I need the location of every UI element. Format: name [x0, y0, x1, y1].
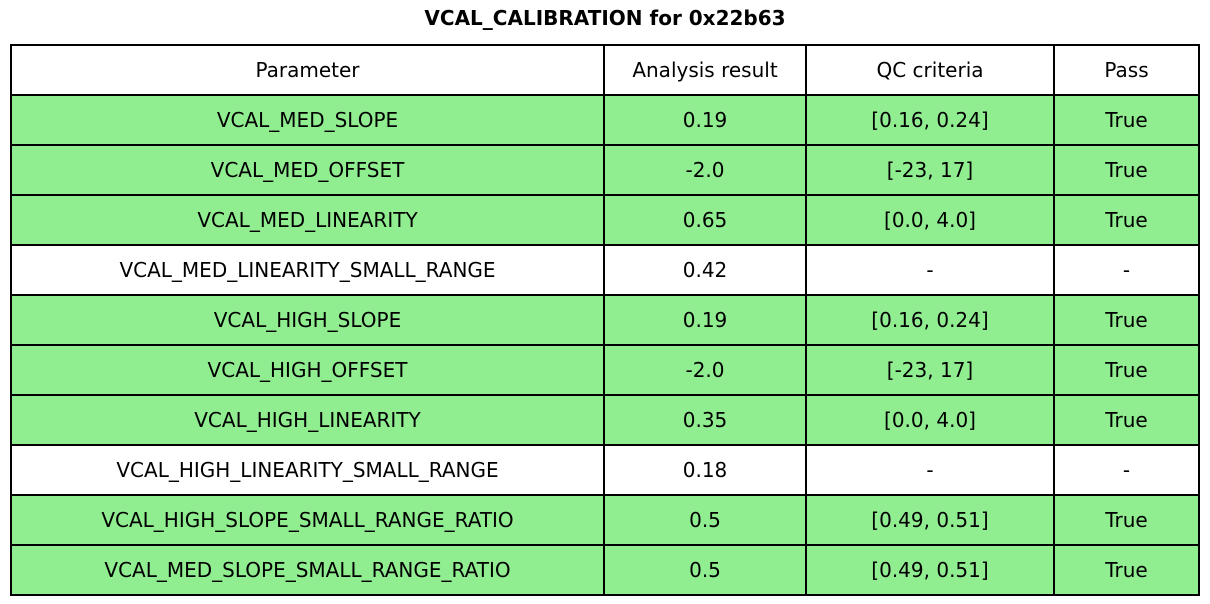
cell-parameter: VCAL_HIGH_SLOPE	[10, 294, 605, 346]
table-row: VCAL_MED_SLOPE 0.19 [0.16, 0.24] True	[10, 94, 1200, 146]
header-row: Parameter Analysis result QC criteria Pa…	[10, 44, 1200, 96]
table-row: VCAL_HIGH_LINEARITY_SMALL_RANGE 0.18- -	[10, 444, 1200, 496]
cell-qc-criteria: -	[805, 444, 1055, 496]
cell-qc-criteria: [0.16, 0.24]	[805, 94, 1055, 146]
cell-analysis-result: 0.18	[603, 444, 807, 496]
column-header-qc-criteria: QC criteria	[805, 44, 1055, 96]
cell-analysis-result: 0.19	[603, 94, 807, 146]
cell-pass: True	[1053, 194, 1200, 246]
cell-parameter: VCAL_HIGH_LINEARITY_SMALL_RANGE	[10, 444, 605, 496]
cell-parameter: VCAL_HIGH_LINEARITY	[10, 394, 605, 446]
table-header: Parameter Analysis result QC criteria Pa…	[10, 44, 1200, 96]
table-row: VCAL_MED_LINEARITY 0.65 [0.0, 4.0] True	[10, 194, 1200, 246]
cell-qc-criteria: [0.49, 0.51]	[805, 544, 1055, 596]
cell-analysis-result: 0.35	[603, 394, 807, 446]
cell-pass: True	[1053, 394, 1200, 446]
cell-pass: True	[1053, 494, 1200, 546]
cell-qc-criteria: [-23, 17]	[805, 144, 1055, 196]
cell-qc-criteria: [0.0, 4.0]	[805, 394, 1055, 446]
chart-title: VCAL_CALIBRATION for 0x22b63	[424, 6, 786, 30]
column-header-analysis-result: Analysis result	[603, 44, 807, 96]
cell-analysis-result: 0.65	[603, 194, 807, 246]
table-row: VCAL_HIGH_SLOPE_SMALL_RANGE_RATIO 0.5 [0.4…	[10, 494, 1200, 546]
cell-pass: True	[1053, 94, 1200, 146]
cell-analysis-result: 0.5	[603, 494, 807, 546]
cell-pass: True	[1053, 544, 1200, 596]
cell-parameter: VCAL_MED_SLOPE_SMALL_RANGE_RATIO	[10, 544, 605, 596]
cell-analysis-result: -2.0	[603, 144, 807, 196]
cell-analysis-result: 0.5	[603, 544, 807, 596]
column-header-pass: Pass	[1053, 44, 1200, 96]
cell-parameter: VCAL_HIGH_OFFSET	[10, 344, 605, 396]
cell-pass: True	[1053, 294, 1200, 346]
cell-parameter: VCAL_MED_LINEARITY	[10, 194, 605, 246]
table-row: VCAL_HIGH_SLOPE 0.19 [0.16, 0.24] True	[10, 294, 1200, 346]
table-row: VCAL_HIGH_OFFSET -2.0 [-23, 17] True	[10, 344, 1200, 396]
cell-qc-criteria: -	[805, 244, 1055, 296]
cell-qc-criteria: [0.16, 0.24]	[805, 294, 1055, 346]
cell-parameter: VCAL_MED_LINEARITY_SMALL_RANGE	[10, 244, 605, 296]
cell-pass: -	[1053, 444, 1200, 496]
cell-parameter: VCAL_MED_OFFSET	[10, 144, 605, 196]
cell-qc-criteria: [0.0, 4.0]	[805, 194, 1055, 246]
cell-parameter: VCAL_MED_SLOPE	[10, 94, 605, 146]
cell-qc-criteria: [0.49, 0.51]	[805, 494, 1055, 546]
cell-analysis-result: 0.19	[603, 294, 807, 346]
cell-analysis-result: 0.42	[603, 244, 807, 296]
table-row: VCAL_MED_OFFSET -2.0 [-23, 17] True	[10, 144, 1200, 196]
cell-analysis-result: -2.0	[603, 344, 807, 396]
table-body: VCAL_MED_SLOPE 0.19 [0.16, 0.24] True VCAL_M…	[10, 94, 1200, 596]
table-row: VCAL_MED_LINEARITY_SMALL_RANGE 0.42- -	[10, 244, 1200, 296]
cell-pass: -	[1053, 244, 1200, 296]
table-row: VCAL_HIGH_LINEARITY 0.35 [0.0, 4.0] True	[10, 394, 1200, 446]
cell-pass: True	[1053, 344, 1200, 396]
qc-table: Parameter Analysis result QC criteria Pa…	[10, 44, 1200, 596]
column-header-parameter: Parameter	[10, 44, 605, 96]
cell-pass: True	[1053, 144, 1200, 196]
table-row: VCAL_MED_SLOPE_SMALL_RANGE_RATIO 0.5 [0.49…	[10, 544, 1200, 596]
cell-parameter: VCAL_HIGH_SLOPE_SMALL_RANGE_RATIO	[10, 494, 605, 546]
cell-qc-criteria: [-23, 17]	[805, 344, 1055, 396]
